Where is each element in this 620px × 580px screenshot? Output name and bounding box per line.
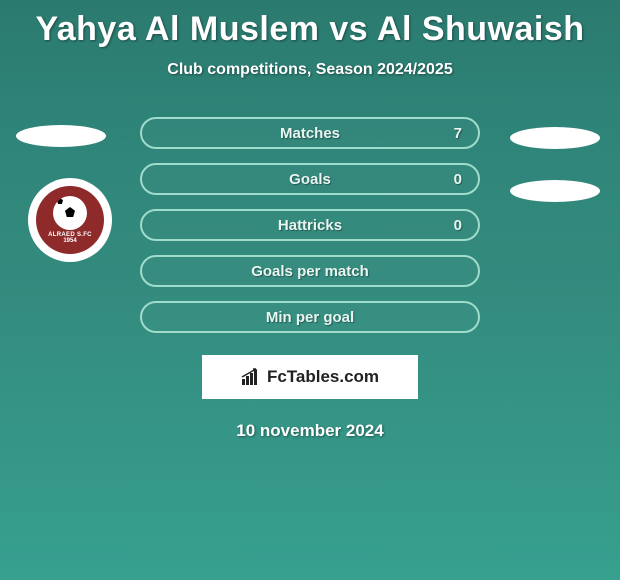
stat-row-min-per-goal: Min per goal (140, 301, 480, 333)
stat-row-goals-per-match: Goals per match (140, 255, 480, 287)
stat-label: Min per goal (142, 309, 478, 326)
stat-row-hattricks: Hattricks 0 (140, 209, 480, 241)
stat-label: Goals per match (142, 263, 478, 280)
club-badge: ALRAED S.FC 1954 (28, 178, 112, 262)
stat-value: 0 (454, 171, 462, 188)
subtitle: Club competitions, Season 2024/2025 (0, 61, 620, 79)
club-badge-inner: ALRAED S.FC 1954 (36, 186, 104, 254)
brand-box[interactable]: FcTables.com (202, 355, 418, 399)
stat-label: Hattricks (142, 217, 478, 234)
bar-chart-icon (241, 368, 263, 386)
club-year: 1954 (63, 238, 76, 244)
page-title: Yahya Al Muslem vs Al Shuwaish (0, 0, 620, 49)
player-photo-placeholder-right-1 (510, 127, 600, 149)
stat-value: 0 (454, 217, 462, 234)
player-photo-placeholder-left (16, 125, 106, 147)
brand-text: FcTables.com (267, 367, 379, 387)
stat-row-goals: Goals 0 (140, 163, 480, 195)
stat-label: Goals (142, 171, 478, 188)
date: 10 november 2024 (0, 421, 620, 441)
stat-row-matches: Matches 7 (140, 117, 480, 149)
soccer-ball-icon (53, 196, 87, 230)
stat-value: 7 (454, 125, 462, 142)
player-photo-placeholder-right-2 (510, 180, 600, 202)
stat-label: Matches (142, 125, 478, 142)
